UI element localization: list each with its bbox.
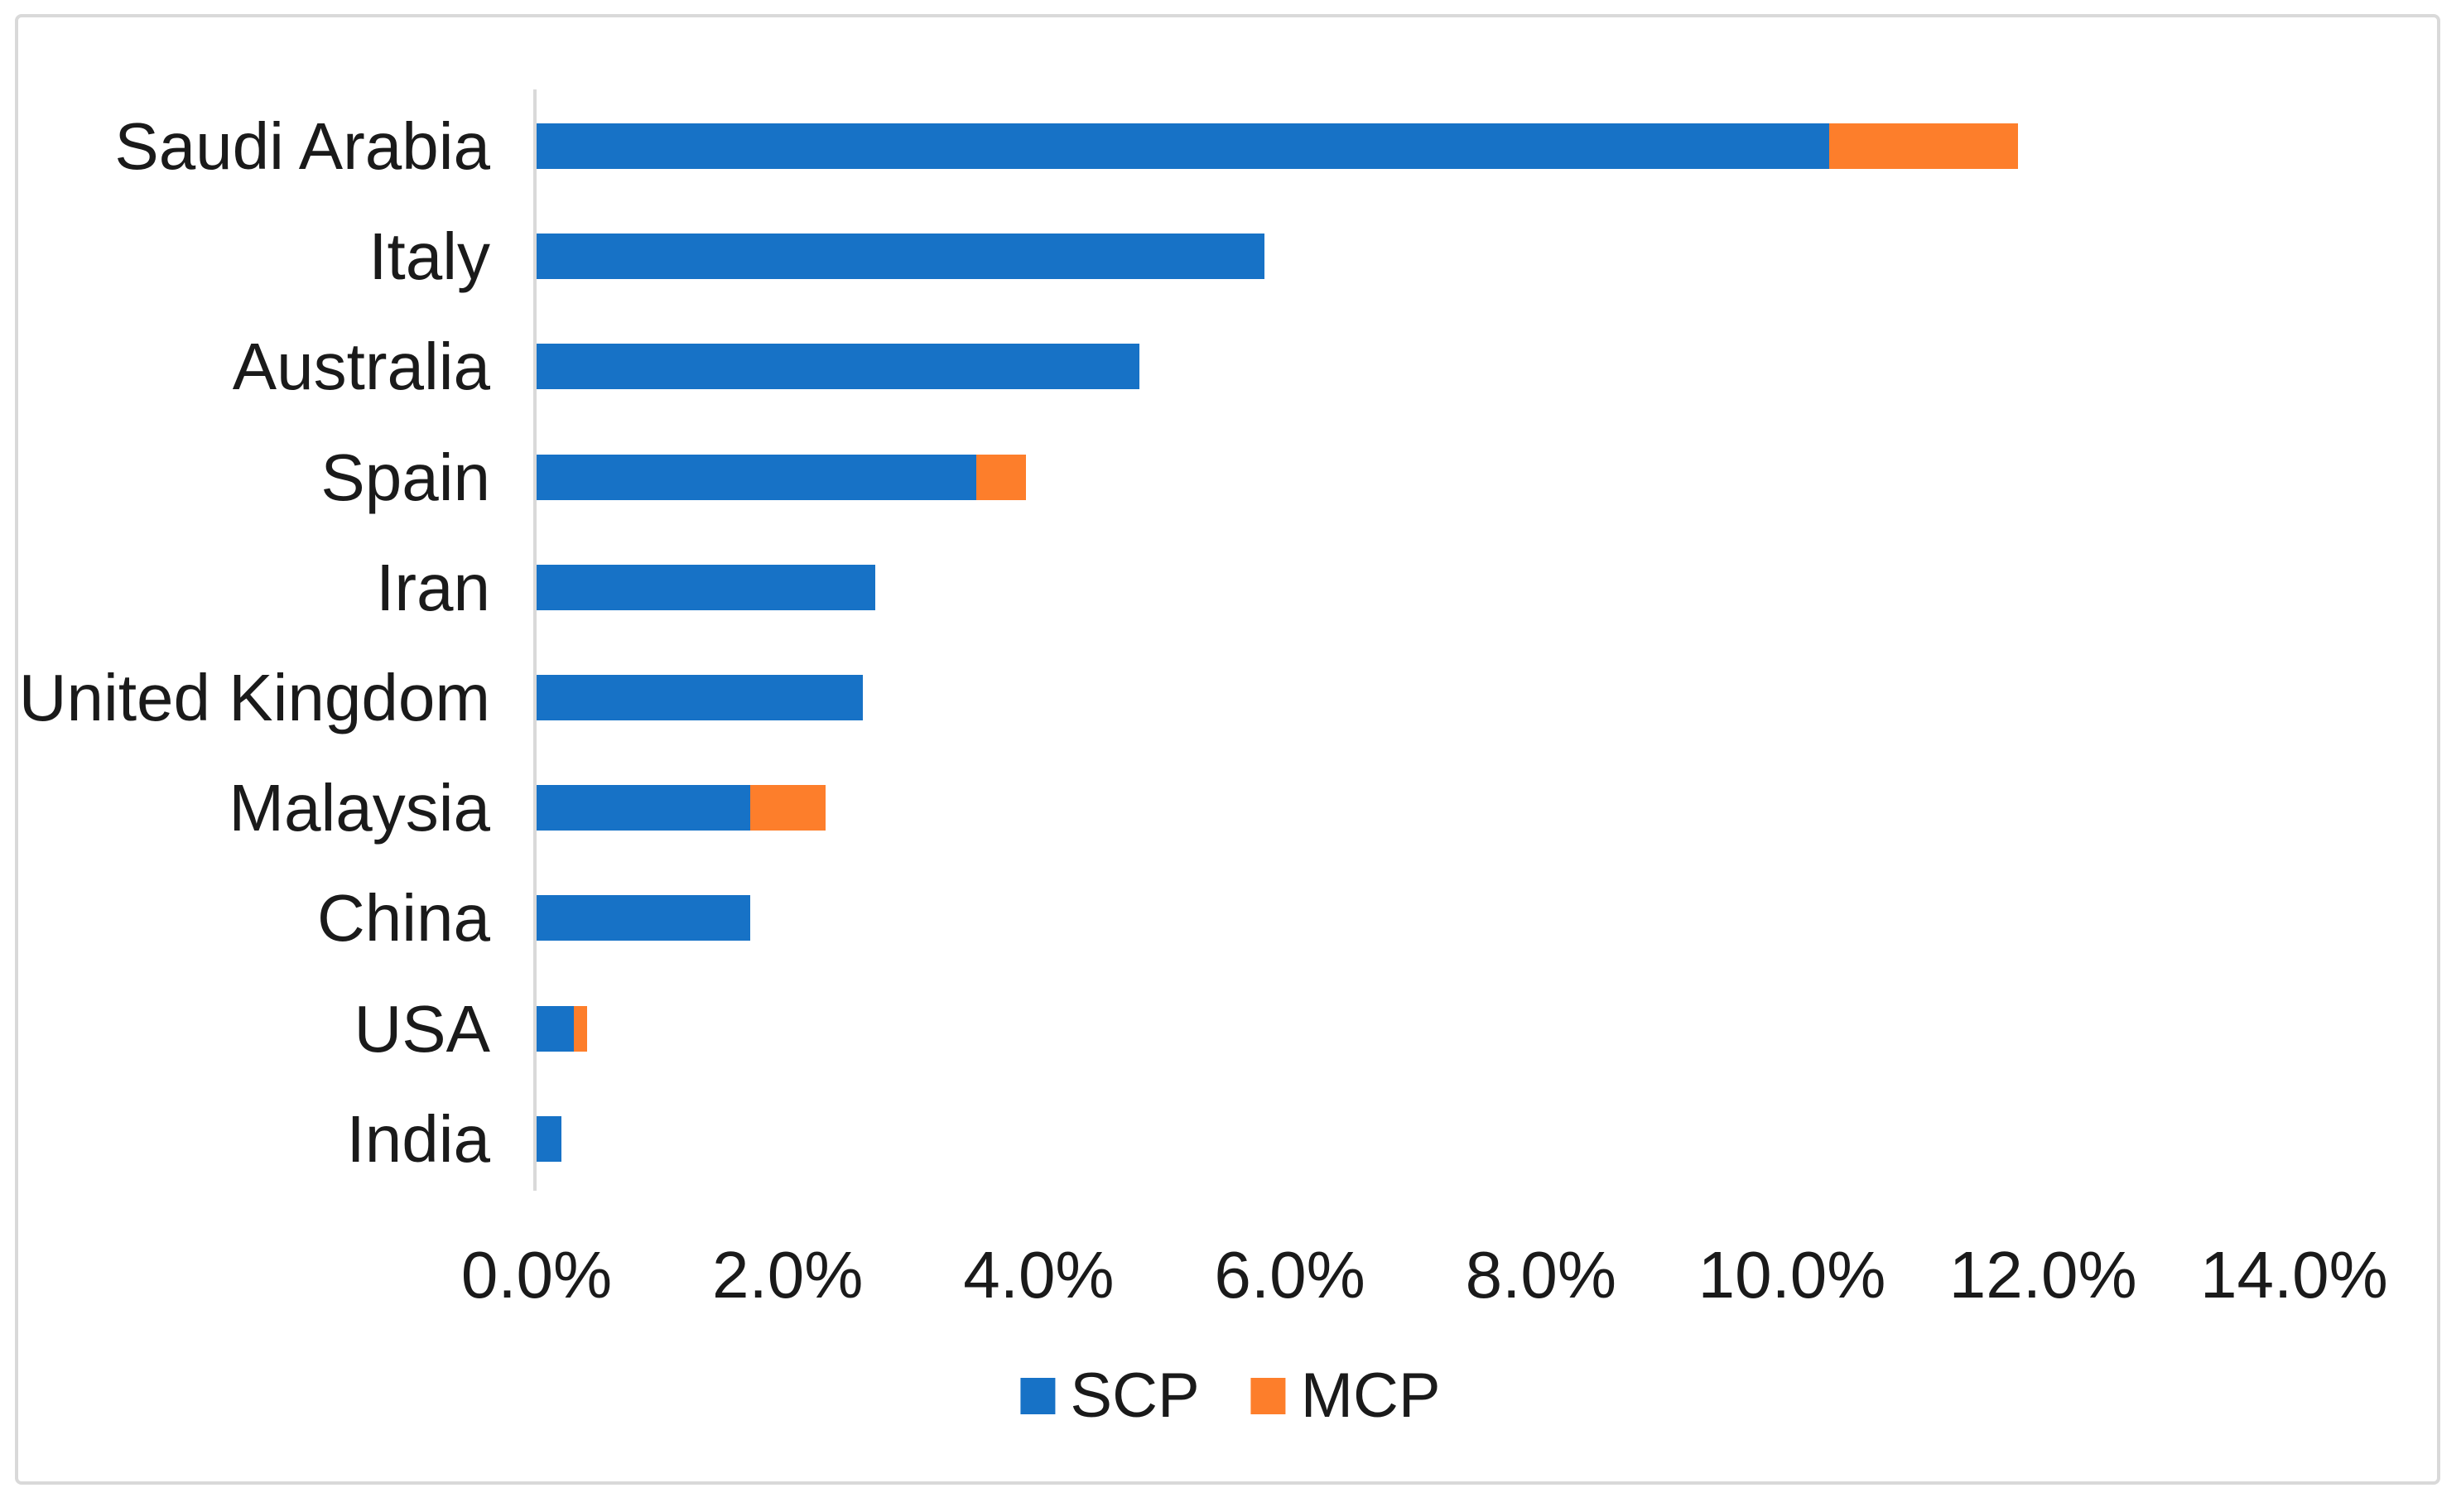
bar-segment-scp (537, 675, 864, 720)
category-label: United Kingdom (18, 660, 490, 734)
bar-row (537, 675, 864, 720)
category-label: Spain (320, 440, 490, 514)
x-tick-label: 2.0% (712, 1238, 864, 1312)
bar-row (537, 344, 1139, 389)
category-label: Italy (368, 219, 490, 293)
bar-segment-mcp (1829, 123, 2018, 169)
bar-segment-scp (537, 895, 750, 941)
legend: SCP MCP (1020, 1358, 1441, 1434)
bar-row (537, 234, 1265, 279)
bar-row (537, 1116, 562, 1162)
bar-segment-scp (537, 785, 750, 831)
bar-segment-scp (537, 344, 1139, 389)
legend-label: MCP (1300, 1360, 1441, 1431)
category-label: USA (354, 991, 491, 1066)
bar-segment-scp (537, 123, 1830, 169)
legend-item-mcp: MCP (1250, 1360, 1441, 1431)
bar-segment-scp (537, 1116, 562, 1162)
category-label: Iran (376, 550, 490, 624)
legend-swatch-mcp (1250, 1378, 1286, 1414)
y-axis-line (533, 89, 537, 1191)
x-tick-label: 14.0% (2199, 1238, 2388, 1312)
category-label: China (316, 880, 490, 955)
bar-row (537, 123, 2018, 169)
x-tick-label: 0.0% (460, 1238, 613, 1312)
bar-row (537, 785, 826, 831)
bar-row (537, 565, 876, 610)
bar-segment-scp (537, 1006, 575, 1052)
legend-swatch-scp (1020, 1378, 1056, 1414)
category-label: Australia (232, 329, 490, 403)
bar-segment-mcp (574, 1006, 587, 1052)
legend-label: SCP (1070, 1360, 1200, 1431)
x-tick-label: 4.0% (963, 1238, 1115, 1312)
bar-row (537, 455, 1027, 500)
bar-row (537, 1006, 587, 1052)
x-tick-label: 8.0% (1465, 1238, 1616, 1312)
bar-segment-scp (537, 234, 1265, 279)
bar-segment-mcp (749, 785, 826, 831)
bar-segment-scp (537, 455, 976, 500)
bar-segment-scp (537, 565, 876, 610)
x-tick-label: 12.0% (1948, 1238, 2137, 1312)
category-label: Malaysia (229, 770, 490, 845)
bar-segment-mcp (975, 455, 1027, 500)
x-tick-label: 10.0% (1698, 1238, 1886, 1312)
category-label: Saudi Arabia (114, 108, 490, 183)
bar-row (537, 895, 750, 941)
category-label: India (346, 1101, 490, 1176)
x-tick-label: 6.0% (1214, 1238, 1365, 1312)
legend-item-scp: SCP (1020, 1360, 1200, 1431)
